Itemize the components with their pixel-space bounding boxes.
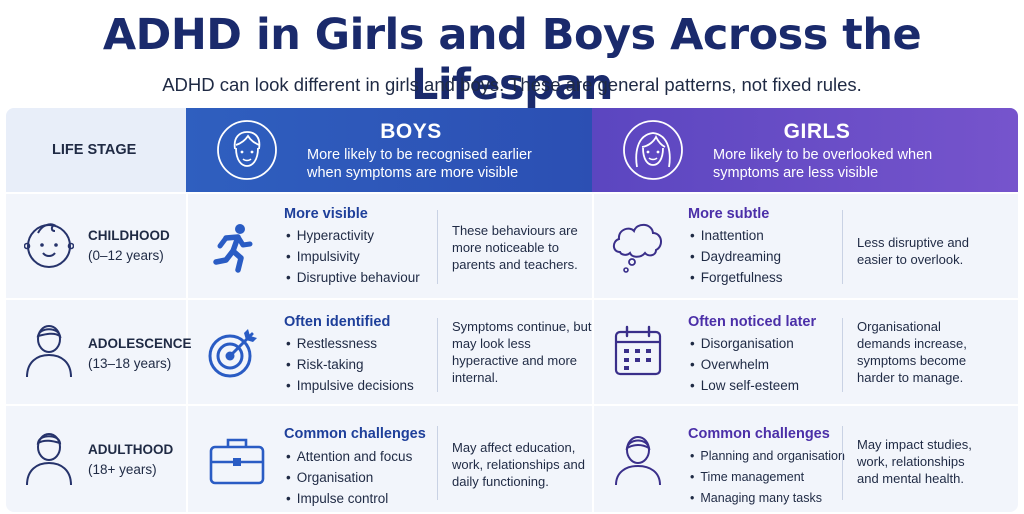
bullet-item: Planning and organisation [690, 446, 845, 467]
row-adulthood: ADULTHOOD (18+ years) Common challenges … [6, 406, 1018, 512]
row-adolescence: ADOLESCENCE (13–18 years) Often identifi… [6, 300, 1018, 404]
girls-title: GIRLS [783, 120, 851, 143]
cell-divider [437, 210, 438, 284]
stage-years: (18+ years) [88, 462, 157, 477]
page-title: ADHD in Girls and Boys Across the Lifesp… [102, 10, 922, 110]
girls-description: More likely to be overlooked when sympto… [713, 147, 933, 181]
stage-name: ADOLESCENCE [88, 336, 192, 351]
boys-header: BOYS More likely to be recognised earlie… [186, 108, 592, 192]
boys-heading: Common challenges [284, 426, 426, 442]
bullet-item: Impulsivity [286, 246, 420, 267]
boys-bullet-list: Attention and focus Organisation Impulse… [286, 446, 413, 509]
bullet-item: Hyperactivity [286, 225, 420, 246]
cell-divider [842, 210, 843, 284]
bullet-item: Inattention [690, 225, 783, 246]
column-divider [186, 192, 188, 512]
column-divider [592, 192, 594, 512]
girls-heading: Common challenges [688, 426, 830, 442]
bullet-item: Managing many tasks [690, 488, 845, 509]
stage-years: (13–18 years) [88, 356, 172, 371]
girls-bullet-list: Inattention Daydreaming Forgetfulness [690, 225, 783, 288]
comparison-table: LIFE STAGE BOYS More likely to be recogn… [6, 108, 1018, 512]
baby-icon [24, 223, 74, 268]
bullet-item: Attention and focus [286, 446, 413, 467]
boys-bullet-list: Hyperactivity Impulsivity Disruptive beh… [286, 225, 420, 288]
boys-note: These behaviours are more noticeable to … [452, 223, 578, 272]
girls-note: Organisational demands increase, symptom… [857, 319, 967, 385]
bullet-item: Impulse control [286, 488, 412, 509]
boys-heading: Often identified [284, 314, 391, 330]
bullet-item: Overwhelm [690, 354, 799, 375]
cell-divider [842, 318, 843, 392]
bullet-item: Forgetfulness [690, 267, 783, 288]
target-icon [208, 329, 257, 378]
bullet-item: Restlessness [286, 333, 414, 354]
page-subtitle: ADHD can look different in girls and boy… [162, 74, 862, 95]
stage-name: CHILDHOOD [88, 228, 170, 243]
boys-bullet-list: Restlessness Risk-taking Impulsive decis… [286, 333, 414, 396]
bullet-item: Low self-esteem [690, 375, 799, 396]
bullet-item: Risk-taking [286, 354, 414, 375]
row-divider [6, 298, 1018, 300]
bullet-item: Organisation [286, 467, 412, 488]
bullet-item: Disruptive behaviour [286, 267, 420, 288]
cell-divider [437, 426, 438, 500]
girls-bullet-list: Disorganisation Overwhelm Low self-estee… [690, 333, 799, 396]
cell-divider [437, 318, 438, 392]
girl-face-icon [623, 120, 683, 180]
cell-divider [842, 426, 843, 500]
boys-note: Symptoms continue, but may look less hyp… [452, 319, 592, 385]
row-divider [6, 192, 1018, 194]
stage-years: (0–12 years) [88, 248, 164, 263]
girls-note: May impact studies, work, relationships … [857, 437, 972, 486]
girls-bullet-list: Planning and organisation Time managemen… [690, 446, 845, 509]
life-stage-header: LIFE STAGE [6, 108, 186, 192]
girls-header: GIRLS More likely to be overlooked when … [592, 108, 1018, 192]
row-childhood: CHILDHOOD (0–12 years) More visible Hype… [6, 194, 1018, 298]
bullet-item: Daydreaming [690, 246, 783, 267]
calendar-icon [614, 325, 662, 376]
adult-icon [26, 433, 72, 486]
woman-icon [615, 436, 661, 486]
bullet-item: Impulsive decisions [286, 375, 414, 396]
boy-face-icon [217, 120, 277, 180]
girls-note: Less disruptive and easier to overlook. [857, 235, 970, 267]
row-divider [6, 404, 1018, 406]
girls-heading: Often noticed later [688, 314, 817, 330]
boys-heading: More visible [284, 206, 368, 222]
boys-title: BOYS [380, 120, 442, 143]
bullet-item: Disorganisation [690, 333, 799, 354]
teen-icon [26, 325, 72, 378]
running-person-icon [213, 224, 253, 273]
girls-heading: More subtle [688, 206, 770, 222]
thought-cloud-icon [612, 223, 662, 273]
boys-description: More likely to be recognised earlier whe… [307, 147, 532, 181]
boys-note: May affect education, work, relationship… [452, 440, 585, 489]
bullet-item: Time management [690, 467, 845, 488]
briefcase-icon [209, 438, 265, 485]
stage-name: ADULTHOOD [88, 442, 174, 457]
